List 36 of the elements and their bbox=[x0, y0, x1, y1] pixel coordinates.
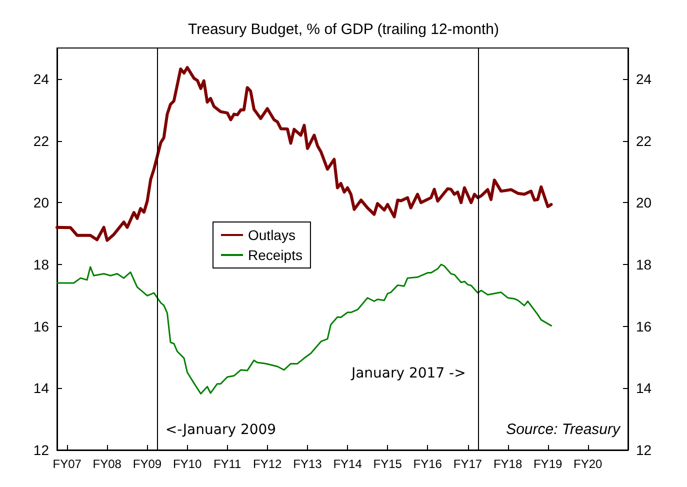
y-tick-label: 18 bbox=[33, 256, 50, 272]
legend-label: Outlays bbox=[248, 227, 296, 243]
ref-line-label: <-January 2009 bbox=[165, 422, 276, 438]
x-tick-label: FY13 bbox=[293, 457, 322, 471]
y-tick-label: 12 bbox=[33, 442, 50, 458]
legend-label: Receipts bbox=[248, 247, 302, 263]
x-tick-label: FY12 bbox=[253, 457, 282, 471]
y2-tick-label: 18 bbox=[636, 256, 652, 272]
x-tick-label: FY18 bbox=[493, 457, 522, 471]
x-tick-label: FY10 bbox=[172, 457, 202, 471]
y-tick-label: 20 bbox=[33, 194, 50, 211]
y-tick-label: 16 bbox=[33, 318, 50, 334]
y2-tick-label: 20 bbox=[636, 194, 652, 211]
x-tick-label: FY19 bbox=[533, 457, 562, 471]
x-tick-label: FY11 bbox=[213, 457, 242, 471]
x-tick-label: FY16 bbox=[413, 457, 442, 471]
x-tick-label: FY14 bbox=[333, 457, 362, 471]
x-tick-label: FY15 bbox=[373, 457, 402, 471]
y2-tick-label: 16 bbox=[636, 318, 652, 334]
x-tick-label: FY09 bbox=[132, 457, 162, 471]
x-tick-label: FY20 bbox=[574, 457, 603, 471]
line-series bbox=[56, 264, 552, 394]
y-tick-label: 14 bbox=[33, 380, 50, 396]
x-tick-label: FY17 bbox=[453, 457, 482, 471]
x-tick-label: FY08 bbox=[92, 457, 122, 471]
ref-line-label: January 2017 -> bbox=[350, 366, 466, 382]
y2-tick-label: 14 bbox=[636, 380, 652, 396]
y-tick-label: 22 bbox=[33, 132, 50, 149]
x-tick-label: FY07 bbox=[52, 457, 82, 471]
y-tick-label: 24 bbox=[33, 70, 50, 87]
y2-tick-label: 22 bbox=[636, 132, 652, 149]
line-series bbox=[56, 66, 553, 242]
y2-tick-label: 24 bbox=[636, 70, 652, 87]
chart-title: Treasury Budget, % of GDP (trailing 12-month) bbox=[188, 21, 499, 38]
annotation: Source: Treasury bbox=[506, 421, 622, 438]
y2-tick-label: 12 bbox=[636, 442, 652, 458]
